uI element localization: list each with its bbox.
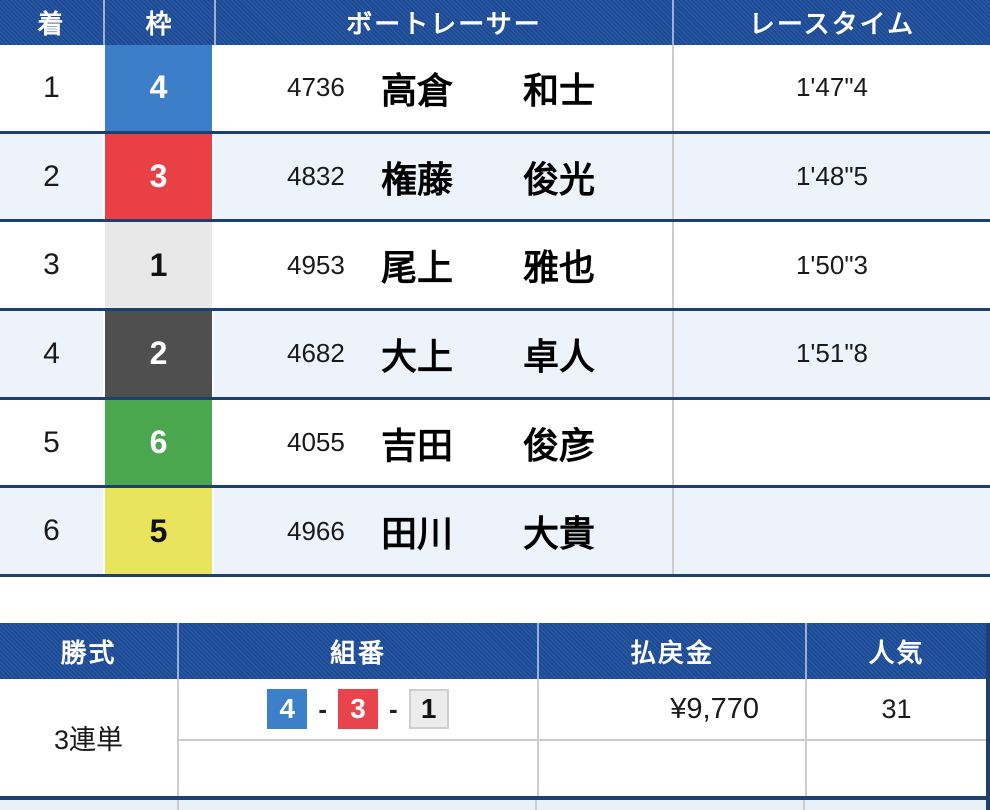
- header-payout: 払戻金: [537, 623, 805, 680]
- racer-surname: 尾上: [381, 247, 454, 289]
- racer-given-name: 雅也: [523, 247, 596, 289]
- racer-cell: 4966 田川 大貴: [214, 488, 672, 574]
- racer-given-name: 和士: [523, 69, 596, 111]
- racer-number: 4966: [287, 515, 345, 546]
- frame-number-badge: 3: [105, 133, 212, 220]
- header-race-time: レースタイム: [672, 0, 990, 45]
- popularity-cell: 31: [805, 679, 986, 740]
- popularity-cell-empty: [805, 739, 986, 797]
- payout-table: 勝式 組番 払戻金 人気 3連単 4 - 3 - 1 ¥9,770 31: [0, 623, 990, 810]
- bet-type-cell: 3連単: [53, 725, 124, 756]
- result-row: 6 5 4966 田川 大貴: [0, 488, 990, 578]
- racer-surname: 田川: [381, 513, 454, 555]
- frame-cell: 1: [103, 222, 214, 309]
- racer-given-name: 俊彦: [523, 424, 596, 466]
- frame-number-badge: 6: [105, 399, 212, 486]
- header-place: 着: [37, 9, 66, 39]
- result-row: 3 1 4953 尾上 雅也 1'50"3: [0, 222, 990, 312]
- racer-surname: 大上: [381, 335, 454, 377]
- racer-number: 4953: [287, 249, 345, 280]
- header-frame: 枠: [103, 0, 214, 45]
- frame-cell: 4: [103, 45, 214, 131]
- result-row: 4 2 4682 大上 卓人 1'51"8: [0, 311, 990, 400]
- race-time-cell: 1'48"5: [672, 133, 990, 220]
- payout-amount-cell: ¥9,770: [537, 679, 805, 740]
- result-row: 2 3 4832 権藤 俊光 1'48"5: [0, 133, 990, 223]
- cutoff-cell: [0, 800, 177, 810]
- racer-cell: 4736 高倉 和士: [214, 45, 672, 131]
- frame-number-badge: 2: [105, 311, 212, 397]
- cutoff-cell: [803, 800, 986, 810]
- results-table-header: 着 枠 ボートレーサー レースタイム: [0, 0, 990, 45]
- place-cell: 3: [43, 248, 60, 282]
- result-row: 5 6 4055 吉田 俊彦: [0, 399, 990, 489]
- race-time-cell: [672, 399, 990, 486]
- race-time-cell: [672, 488, 990, 575]
- race-time-cell: 1'50"3: [672, 222, 990, 309]
- header-bet-type: 勝式: [60, 637, 117, 668]
- payout-row-trifecta: 3連単 4 - 3 - 1 ¥9,770 31: [0, 679, 986, 801]
- frame-cell: 6: [103, 399, 214, 486]
- place-cell: 5: [43, 425, 60, 459]
- frame-number-badge: 1: [105, 222, 212, 309]
- header-racer: ボートレーサー: [214, 0, 672, 45]
- result-row: 1 4 4736 高倉 和士 1'47"4: [0, 45, 990, 134]
- payout-amount-cell-empty: [537, 739, 805, 797]
- cutoff-cell: [177, 800, 535, 810]
- place-cell: 1: [43, 70, 60, 104]
- racer-given-name: 俊光: [523, 158, 596, 200]
- racer-number: 4055: [287, 427, 345, 458]
- next-row-cutoff: [0, 800, 986, 810]
- place-cell: 2: [43, 159, 60, 193]
- combo-separator: -: [318, 693, 327, 724]
- place-cell: 4: [43, 336, 60, 370]
- combo-separator: -: [389, 693, 398, 724]
- combination-cell-empty: [179, 739, 537, 796]
- racer-surname: 高倉: [381, 69, 454, 111]
- racer-number: 4736: [287, 72, 345, 103]
- table-gap: [0, 577, 990, 624]
- race-time-cell: 1'47"4: [672, 45, 990, 131]
- racer-cell: 4055 吉田 俊彦: [214, 400, 672, 486]
- frame-cell: 2: [103, 311, 214, 397]
- racer-surname: 吉田: [381, 424, 454, 466]
- racer-surname: 権藤: [381, 158, 454, 200]
- payout-row-right: 4 - 3 - 1 ¥9,770 31: [177, 679, 986, 797]
- racer-cell: 4953 尾上 雅也: [214, 222, 672, 308]
- racer-number: 4832: [287, 161, 345, 192]
- frame-number-badge: 5: [105, 488, 212, 575]
- cutoff-cell: [535, 800, 803, 810]
- race-time-cell: 1'51"8: [672, 311, 990, 397]
- racer-cell: 4832 権藤 俊光: [214, 134, 672, 220]
- place-cell: 6: [43, 514, 60, 548]
- racer-given-name: 卓人: [523, 335, 596, 377]
- results-table-body: 1 4 4736 高倉 和士 1'47"4 2 3 4832: [0, 45, 990, 578]
- combination-cell: 4 - 3 - 1: [179, 679, 537, 739]
- payout-subrow-main: 4 - 3 - 1 ¥9,770 31: [179, 679, 986, 740]
- header-combination: 組番: [177, 623, 537, 680]
- results-table: 着 枠 ボートレーサー レースタイム 1 4 4736 高倉 和士 1'47"4: [0, 0, 990, 578]
- frame-cell: 5: [103, 488, 214, 575]
- header-popularity: 人気: [805, 623, 986, 680]
- racer-cell: 4682 大上 卓人: [214, 311, 672, 397]
- racer-given-name: 大貴: [523, 513, 596, 555]
- frame-number-badge: 4: [105, 45, 212, 131]
- payout-table-header: 勝式 組番 払戻金 人気: [0, 623, 986, 680]
- combo-frame-badge-first: 4: [267, 689, 308, 730]
- combo-frame-badge-third: 1: [408, 689, 449, 730]
- payout-subrow-empty: [179, 739, 986, 797]
- combo-frame-badge-second: 3: [338, 689, 378, 730]
- racer-number: 4682: [287, 338, 345, 369]
- frame-cell: 3: [103, 133, 214, 220]
